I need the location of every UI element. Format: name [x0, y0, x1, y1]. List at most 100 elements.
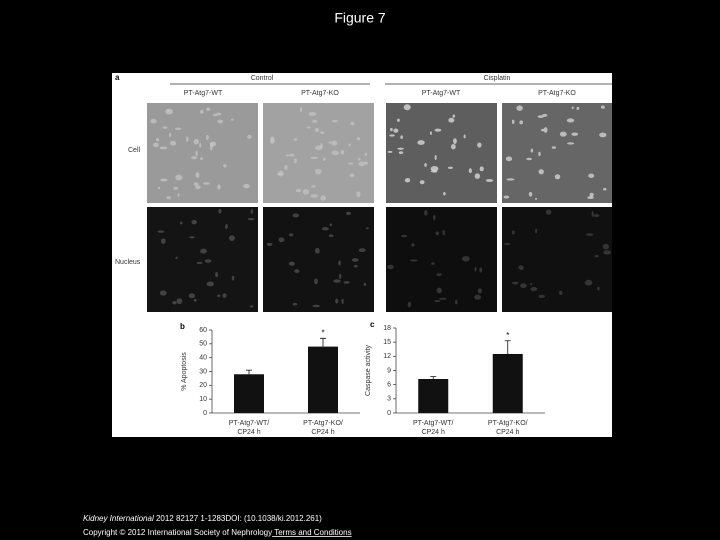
- texture-spot: [217, 119, 223, 124]
- texture-spot: [204, 259, 212, 263]
- texture-spot: [185, 136, 189, 143]
- texture-spot: [567, 142, 575, 145]
- image: [386, 103, 497, 203]
- texture-spot: [312, 119, 318, 124]
- y-tick-label: 20: [199, 382, 207, 389]
- texture-spot: [419, 180, 425, 185]
- texture-spot: [434, 154, 437, 161]
- texture-spot: [191, 156, 198, 160]
- texture-spot: [545, 209, 552, 215]
- texture-spot: [299, 107, 303, 113]
- texture-spot: [551, 146, 556, 149]
- texture-spot: [206, 281, 214, 287]
- texture-spot: [200, 109, 204, 114]
- texture-spot: [543, 127, 548, 133]
- texture-spot: [407, 301, 412, 308]
- column-label: PT-Atg7-WT: [422, 90, 461, 97]
- texture-spot: [432, 214, 436, 221]
- texture-spot: [314, 247, 320, 254]
- texture-spot: [328, 234, 334, 238]
- texture-spot: [599, 132, 607, 138]
- y-tick-label: 0: [203, 410, 207, 417]
- texture-spot: [294, 269, 300, 274]
- y-tick-label: 12: [383, 353, 391, 360]
- texture-spot: [195, 185, 201, 190]
- texture-spot: [558, 290, 563, 296]
- texture-spot: [366, 227, 369, 230]
- texture-spot: [390, 127, 393, 132]
- journal: Kidney International: [83, 514, 154, 523]
- terms-link[interactable]: Terms and Conditions: [272, 528, 351, 537]
- texture-spot: [322, 157, 326, 161]
- texture-spot: [511, 230, 515, 235]
- texture-spot: [485, 179, 494, 182]
- citation-text: 2012 82127 1-1283DOI: (10.1038/ki.2012.2…: [154, 514, 322, 523]
- texture-spot: [398, 151, 404, 155]
- texture-spot: [520, 283, 527, 289]
- texture-spot: [228, 235, 235, 241]
- texture-spot: [195, 172, 200, 178]
- texture-spot: [593, 214, 600, 217]
- texture-spot: [512, 281, 519, 285]
- texture-spot: [247, 134, 252, 139]
- texture-spot: [320, 195, 327, 201]
- texture-spot: [397, 147, 404, 150]
- texture-spot: [443, 192, 446, 196]
- texture-spot: [310, 156, 318, 160]
- x-tick-label: CP24 h: [237, 429, 260, 436]
- texture-spot: [479, 166, 484, 172]
- texture-spot: [230, 118, 234, 121]
- texture-spot: [341, 298, 344, 305]
- error-bar: [246, 369, 252, 375]
- texture-spot: [387, 150, 393, 153]
- texture-spot: [600, 105, 605, 109]
- texture-spot: [591, 211, 594, 217]
- texture-spot: [289, 153, 295, 157]
- texture-spot: [331, 150, 339, 156]
- texture-spot: [284, 165, 288, 170]
- image: [386, 207, 497, 312]
- x-tick-label: CP24 h: [496, 429, 519, 436]
- texture-spot: [216, 112, 222, 116]
- texture-spot: [266, 242, 273, 247]
- texture-spot: [329, 223, 332, 227]
- panel-label: b: [180, 322, 185, 331]
- texture-spot: [335, 298, 339, 304]
- texture-spot: [463, 134, 466, 139]
- texture-spot: [312, 304, 320, 308]
- texture-spot: [157, 186, 161, 190]
- texture-spot: [200, 248, 207, 254]
- texture-spot: [199, 142, 202, 148]
- texture-spot: [404, 178, 411, 183]
- texture-spot: [159, 290, 167, 296]
- texture-spot: [177, 193, 180, 197]
- texture-spot: [215, 271, 219, 278]
- texture-spot: [438, 297, 447, 300]
- texture-spot: [400, 135, 403, 140]
- texture-spot: [538, 169, 544, 175]
- texture-spot: [409, 259, 418, 262]
- texture-spot: [175, 174, 183, 181]
- x-tick-label: CP24 h: [422, 429, 445, 436]
- texture-spot: [155, 138, 160, 142]
- bar: [418, 379, 449, 413]
- x-tick-label: PT-Atg7-KO/: [488, 420, 528, 427]
- texture-spot: [152, 142, 159, 148]
- texture-spot: [249, 305, 254, 308]
- texture-spot: [584, 279, 593, 286]
- texture-spot: [358, 161, 366, 167]
- texture-spot: [302, 189, 310, 195]
- texture-spot: [529, 283, 533, 286]
- texture-spot: [588, 173, 595, 178]
- texture-spot: [506, 178, 515, 181]
- texture-spot: [535, 228, 538, 234]
- texture-spot: [150, 118, 157, 124]
- y-axis-label: % Apoptosis: [181, 352, 188, 391]
- y-tick-label: 30: [199, 368, 207, 375]
- texture-spot: [431, 262, 435, 265]
- texture-spot: [292, 302, 298, 306]
- texture-spot: [174, 127, 182, 131]
- y-tick-label: 50: [199, 341, 207, 348]
- texture-spot: [530, 286, 538, 292]
- texture-spot: [597, 286, 600, 291]
